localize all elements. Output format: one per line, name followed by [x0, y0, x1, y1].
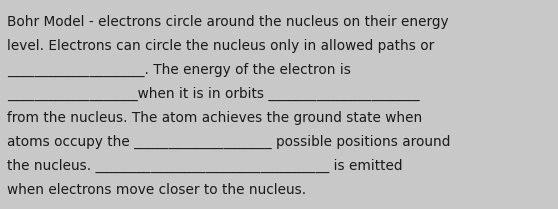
Text: atoms occupy the ____________________ possible positions around: atoms occupy the ____________________ po… [7, 135, 451, 149]
Text: ___________________when it is in orbits ______________________: ___________________when it is in orbits … [7, 87, 420, 101]
Text: when electrons move closer to the nucleus.: when electrons move closer to the nucleu… [7, 183, 306, 197]
Text: from the nucleus. The atom achieves the ground state when: from the nucleus. The atom achieves the … [7, 111, 422, 125]
Text: level. Electrons can circle the nucleus only in allowed paths or: level. Electrons can circle the nucleus … [7, 39, 435, 53]
Text: ____________________. The energy of the electron is: ____________________. The energy of the … [7, 63, 351, 77]
Text: Bohr Model - electrons circle around the nucleus on their energy: Bohr Model - electrons circle around the… [7, 15, 449, 29]
Text: the nucleus. __________________________________ is emitted: the nucleus. ___________________________… [7, 159, 403, 173]
